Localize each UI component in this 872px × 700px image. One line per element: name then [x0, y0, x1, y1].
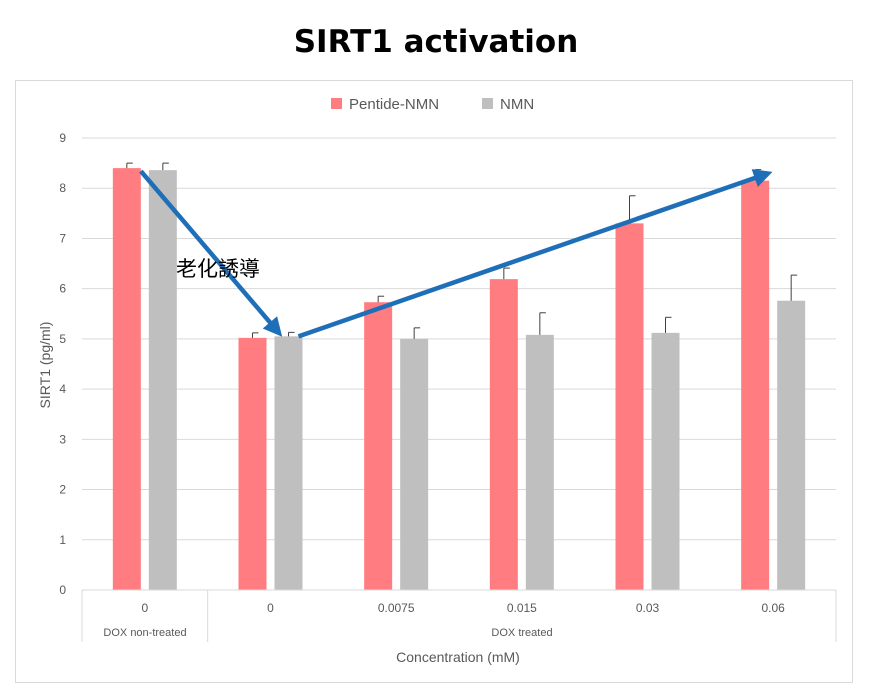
bar-series0-2 — [364, 302, 393, 590]
x-tick-label-5: 0.06 — [761, 601, 785, 615]
x-axis-label: Concentration (mM) — [396, 649, 520, 665]
bar-series0-1 — [238, 337, 267, 590]
x-tick-label-2: 0.0075 — [378, 601, 415, 615]
y-tick-label-7: 7 — [59, 231, 66, 245]
group-label-dox-treated: DOX treated — [491, 627, 552, 639]
y-tick-label-9: 9 — [59, 131, 66, 145]
gridlines — [82, 137, 836, 541]
bar-series1-4 — [651, 332, 680, 590]
y-tick-label-8: 8 — [59, 181, 66, 195]
y-tick-label-4: 4 — [59, 382, 66, 396]
trend-arrows — [139, 169, 773, 339]
x-tick-label-4: 0.03 — [636, 601, 660, 615]
annotation-aging-induction: 老化誘導 — [176, 257, 260, 281]
trend-arrow-down — [139, 169, 283, 337]
error-bars — [126, 162, 798, 339]
bar-series0-4 — [615, 223, 644, 590]
legend-label-pentide-nmn: Pentide-NMN — [349, 96, 439, 113]
group-label-dox-non-treated: DOX non-treated — [103, 627, 186, 639]
bar-series0-0 — [112, 168, 141, 590]
bar-series0-5 — [741, 180, 770, 590]
bar-series1-2 — [400, 338, 429, 590]
y-tick-label-1: 1 — [59, 533, 66, 547]
legend-label-nmn: NMN — [500, 96, 534, 113]
x-tick-label-3: 0.015 — [507, 601, 537, 615]
bar-series1-1 — [274, 336, 303, 590]
legend: Pentide-NMN NMN — [331, 96, 534, 113]
page-title: SIRT1 activation — [293, 24, 579, 60]
bar-series0-3 — [489, 279, 518, 590]
y-tick-label-2: 2 — [59, 483, 66, 497]
legend-swatch-nmn — [482, 98, 493, 109]
legend-swatch-pentide-nmn — [331, 98, 342, 109]
y-tick-label-5: 5 — [59, 332, 66, 346]
bars — [112, 168, 806, 591]
y-axis-label: SIRT1 (pg/ml) — [37, 322, 53, 409]
bar-series1-3 — [525, 334, 554, 590]
x-tick-label-0: 0 — [141, 601, 148, 615]
y-tick-label-6: 6 — [59, 282, 66, 296]
y-tick-label-3: 3 — [59, 432, 66, 446]
bar-series1-0 — [148, 170, 177, 591]
axes: 0 1 2 3 4 5 6 7 8 9 0 0 0.0075 0.015 0.03 0.06 — [59, 131, 837, 642]
x-tick-label-1: 0 — [267, 601, 274, 615]
chart-frame — [15, 80, 853, 683]
trend-arrow-up — [297, 169, 773, 339]
y-tick-label-0: 0 — [59, 583, 66, 597]
bar-series1-5 — [777, 300, 806, 590]
